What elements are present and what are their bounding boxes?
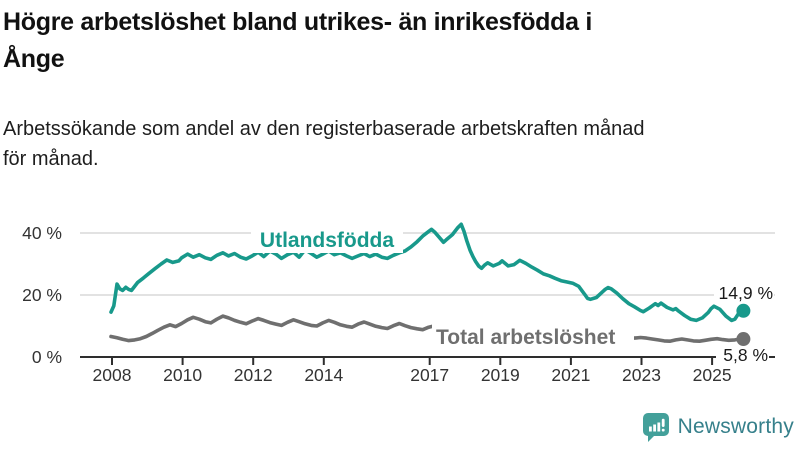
x-tick-label: 2019: [481, 365, 520, 385]
x-tick-label: 2025: [693, 365, 732, 385]
x-tick-label: 2012: [234, 365, 273, 385]
subtitle-line-1: Arbetssökande som andel av den registerb…: [3, 118, 645, 140]
series-line-total: [109, 314, 743, 344]
end-value-total: 5,8 %: [723, 345, 768, 365]
end-label-bg: [714, 282, 774, 303]
x-tick-label: 2014: [304, 365, 343, 385]
subtitle-line-2: för månad.: [3, 148, 99, 170]
end-label-bg: [716, 344, 769, 365]
x-tick-label: 2021: [551, 365, 590, 385]
x-tick-label: 2010: [163, 365, 202, 385]
brand-name: Newsworthy: [677, 415, 794, 438]
page-title: Högre arbetslöshet bland utrikes- än inr…: [3, 4, 793, 78]
x-tick-label: 2008: [93, 365, 132, 385]
y-tick-label: 0 %: [32, 347, 62, 367]
title-line-2: Ånge: [3, 45, 65, 73]
series-end-dot: [736, 303, 751, 318]
end-value-utlandsfodda: 14,9 %: [719, 283, 773, 303]
chart-subtitle: Arbetssökande som andel av den registerb…: [3, 114, 793, 174]
newsworthy-logo: Newsworthy: [642, 412, 794, 442]
series-label-bg: [251, 226, 403, 253]
series-end-dot: [736, 332, 751, 347]
series-label-utlandsfodda: Utlandsfödda: [260, 229, 394, 252]
y-tick-label: 20 %: [22, 285, 62, 305]
series-label-bg: [432, 323, 634, 350]
series-line-utlandsfodda: [109, 222, 743, 323]
newsworthy-bubble-chart-icon: [642, 413, 669, 442]
title-line-1: Högre arbetslöshet bland utrikes- än inr…: [3, 8, 592, 36]
y-tick-label: 40 %: [22, 223, 62, 243]
series-label-total: Total arbetslöshet: [436, 326, 615, 349]
x-tick-label: 2017: [410, 365, 449, 385]
x-tick-label: 2023: [622, 365, 661, 385]
